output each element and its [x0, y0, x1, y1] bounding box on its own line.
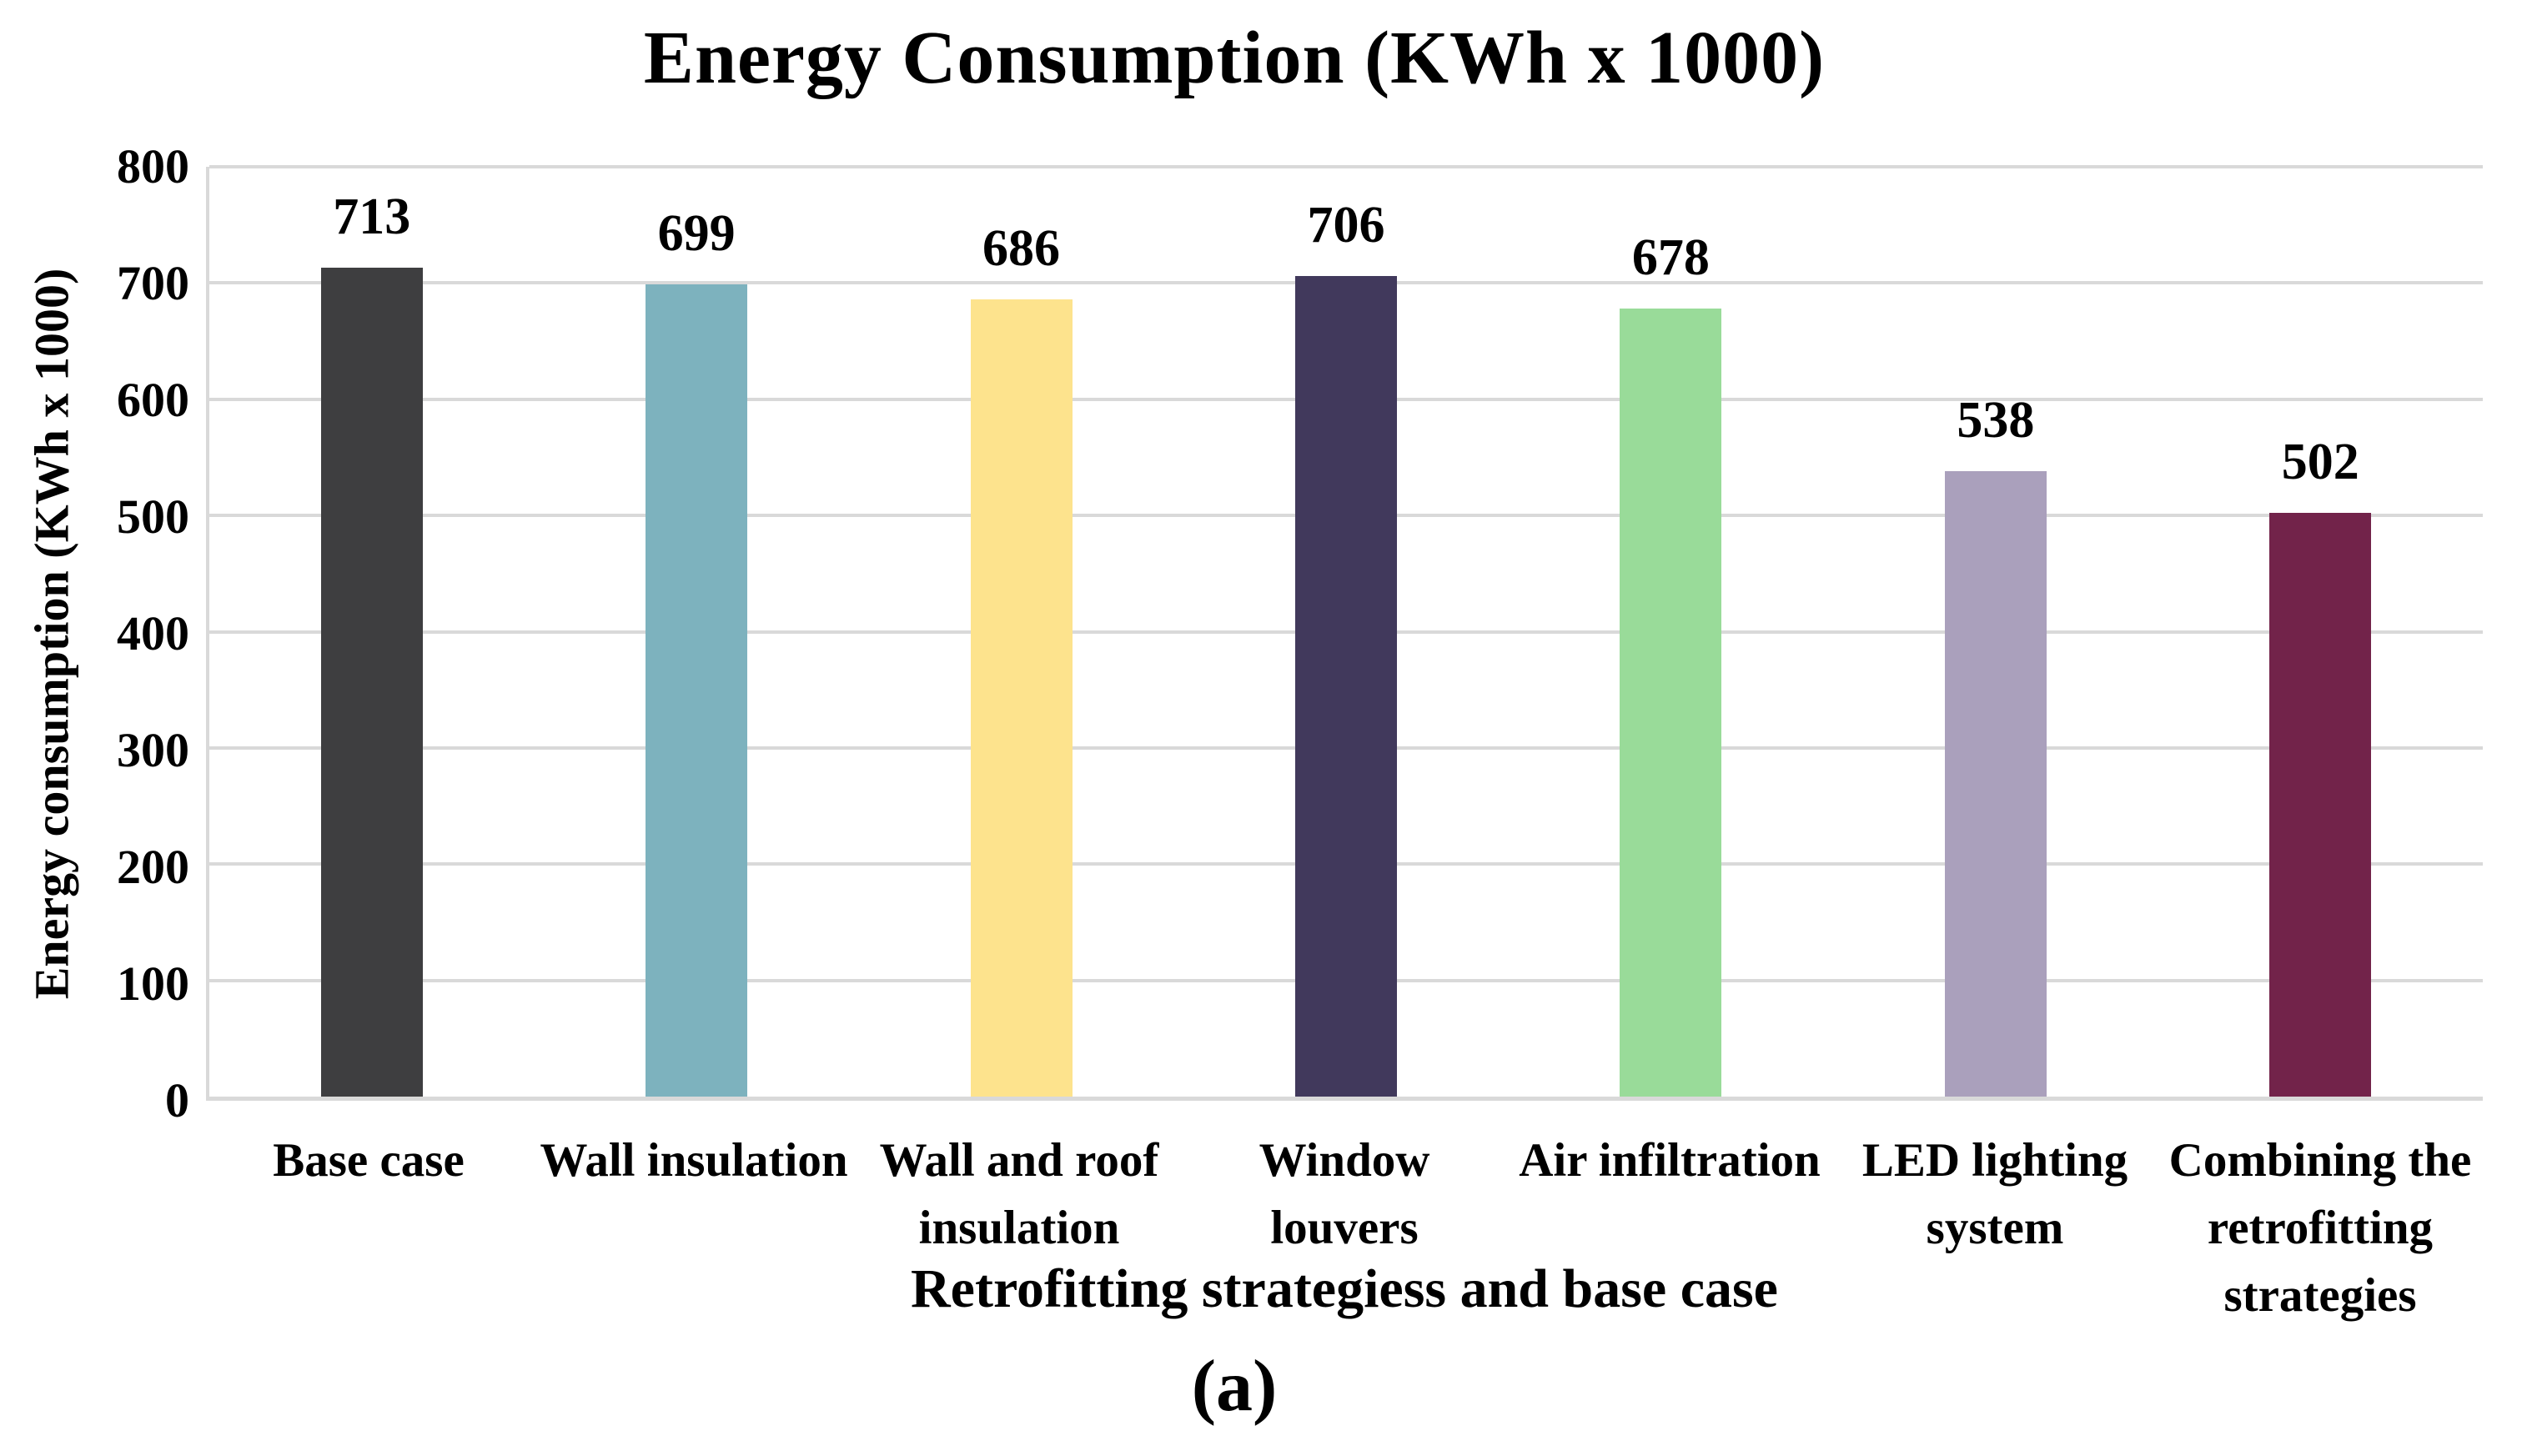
bar-group: 678	[1509, 167, 1833, 1097]
y-tick-label: 500	[117, 490, 189, 544]
bar-value-label: 686	[982, 219, 1061, 277]
x-axis-title: Retrofitting strategiess and base case	[911, 1258, 1778, 1319]
bar-value-label: 706	[1307, 197, 1385, 254]
x-tick-label: LED lighting system	[1861, 1134, 2128, 1254]
y-tick-label: 400	[117, 606, 189, 660]
bar	[1944, 471, 2047, 1097]
bar	[1294, 276, 1397, 1097]
bar	[646, 284, 748, 1097]
x-tick-label: Wall insulation	[540, 1134, 848, 1187]
bar-group: 706	[1183, 167, 1508, 1097]
gridline	[209, 165, 2483, 168]
x-tick-label: Wall and roof insulation	[879, 1134, 1159, 1254]
bar-group: 502	[2158, 167, 2483, 1097]
bar	[320, 268, 423, 1097]
y-tick-label: 100	[117, 956, 189, 1011]
bars-row: 713 699 686 706 678 538 502	[209, 167, 2483, 1097]
x-axis-labels: Base case Wall insulation Wall and roof ins…	[206, 1127, 2483, 1330]
chart-title: Energy Consumption (KWh x 1000)	[643, 17, 1826, 99]
plot-area: 713 699 686 706 678 538 502	[206, 165, 2483, 1101]
y-tick-label: 300	[117, 723, 189, 777]
y-tick-label: 600	[117, 373, 189, 427]
x-tick-label: Base case	[273, 1134, 465, 1187]
bar-group: 686	[859, 167, 1183, 1097]
bar-value-label: 538	[1957, 392, 2035, 449]
bar-group: 713	[209, 167, 534, 1097]
bar-group: 538	[1833, 167, 2158, 1097]
y-tick-label: 200	[117, 840, 189, 894]
x-tick-label: Combining the retrofitting strategies	[2168, 1134, 2472, 1322]
bar	[1620, 309, 1722, 1097]
x-tick-label: Window louvers	[1258, 1134, 1430, 1254]
bar-value-label: 713	[333, 188, 411, 246]
bar-value-label: 678	[1631, 229, 1710, 287]
bar	[970, 299, 1073, 1097]
y-axis-ticks: 0 100 200 300 400 500 600 700 800	[0, 143, 189, 1125]
y-tick-label: 700	[117, 256, 189, 310]
bar	[2269, 513, 2372, 1097]
bar-group: 699	[534, 167, 858, 1097]
y-tick-label: 0	[165, 1073, 189, 1127]
figure-caption: (a)	[1191, 1346, 1278, 1427]
bar-value-label: 502	[2281, 434, 2359, 491]
y-tick-label: 800	[117, 139, 189, 193]
bar-value-label: 699	[657, 204, 736, 262]
x-tick-label: Air infiltration	[1519, 1134, 1821, 1187]
